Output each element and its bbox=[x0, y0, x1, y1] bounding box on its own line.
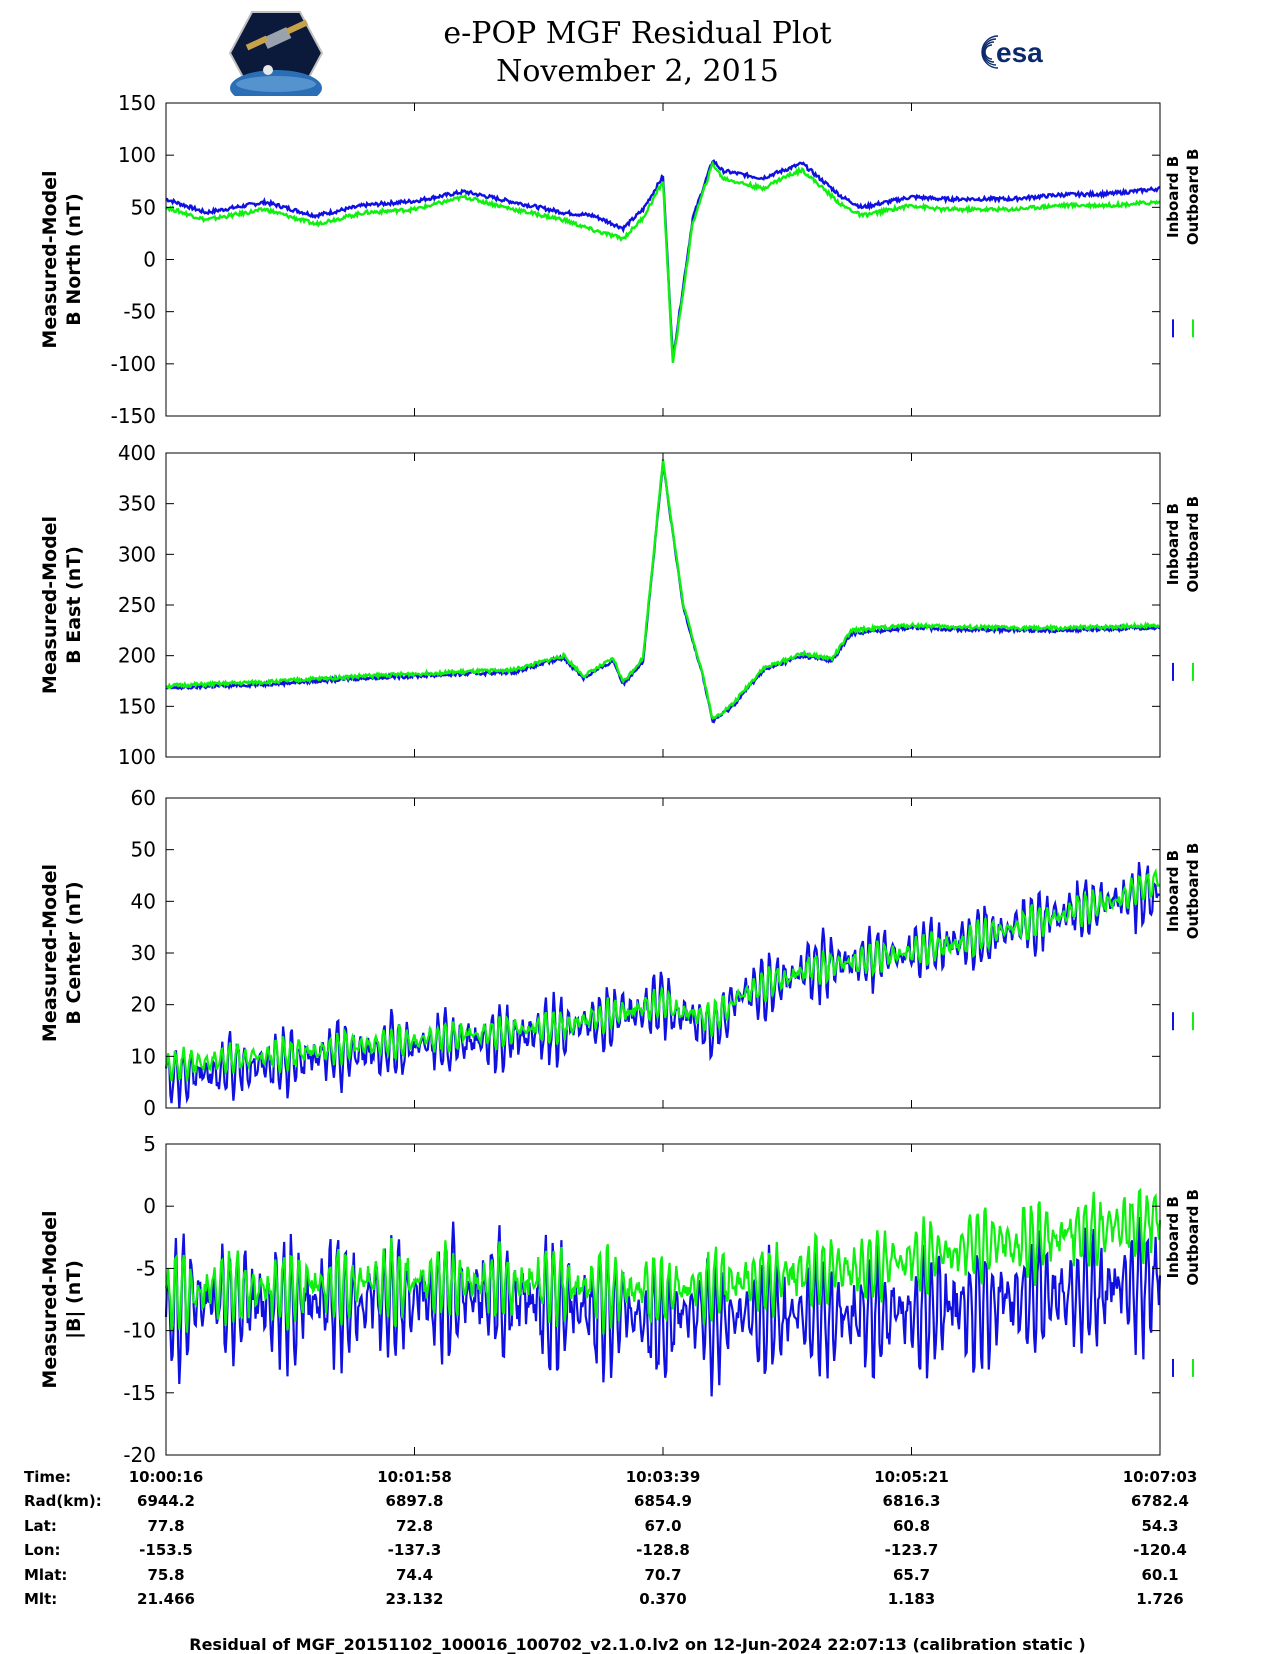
y-tick-label-0-0: -150 bbox=[111, 404, 156, 428]
y-tick-label-0-2: -50 bbox=[123, 300, 156, 324]
y-tick-label-0-3: 0 bbox=[143, 248, 156, 272]
info-row-label: Lat: bbox=[24, 1517, 57, 1535]
y-tick-label-2-5: 50 bbox=[131, 838, 156, 862]
info-cell: 67.0 bbox=[644, 1517, 682, 1535]
info-cell: 60.1 bbox=[1141, 1566, 1179, 1584]
y-tick-label-3-1: -15 bbox=[123, 1381, 156, 1405]
y-axis-label-line2-2: B Center (nT) bbox=[63, 881, 85, 1024]
plot-frame-0 bbox=[165, 102, 1161, 417]
y-tick-label-1-5: 350 bbox=[118, 492, 156, 516]
y-tick-label-0-5: 100 bbox=[118, 143, 156, 167]
plot-frame-1 bbox=[165, 452, 1161, 758]
info-cell: 54.3 bbox=[1141, 1517, 1179, 1535]
legend-label-inboard-0: Inboard B bbox=[1164, 156, 1182, 238]
y-tick-label-1-1: 150 bbox=[118, 694, 156, 718]
y-tick-label-3-0: -20 bbox=[123, 1443, 156, 1467]
info-cell: 6897.8 bbox=[385, 1492, 444, 1510]
info-cell: 74.4 bbox=[395, 1566, 434, 1584]
series-line-outboard-3 bbox=[164, 1187, 1162, 1335]
legend-label-inboard-3: Inboard B bbox=[1164, 1196, 1182, 1278]
y-tick-label-2-3: 30 bbox=[131, 941, 156, 965]
info-cell: 72.8 bbox=[395, 1517, 434, 1535]
y-tick-label-2-1: 10 bbox=[131, 1044, 156, 1068]
y-tick-label-1-0: 100 bbox=[118, 745, 156, 769]
info-cell: 1.183 bbox=[887, 1590, 936, 1608]
series-line-outboard-1 bbox=[165, 459, 1161, 720]
info-cell: 75.8 bbox=[147, 1566, 185, 1584]
series-line-outboard-0 bbox=[165, 160, 1161, 363]
esa-logo-text: esa bbox=[996, 37, 1043, 68]
info-cell: 21.466 bbox=[137, 1590, 195, 1608]
y-axis-label-line2-0: B North (nT) bbox=[63, 193, 85, 326]
y-tick-label-3-4: 0 bbox=[143, 1194, 156, 1218]
info-cell: 23.132 bbox=[385, 1590, 444, 1608]
info-cell: 70.7 bbox=[644, 1566, 682, 1584]
esa-logo: esa bbox=[981, 35, 1043, 69]
info-row-label: Lon: bbox=[24, 1541, 61, 1559]
page-subtitle-date: November 2, 2015 bbox=[496, 54, 779, 89]
y-tick-label-0-1: -100 bbox=[111, 352, 156, 376]
info-cell: -137.3 bbox=[387, 1541, 442, 1559]
legend-label-outboard-2: Outboard B bbox=[1184, 843, 1202, 940]
info-cell: -153.5 bbox=[139, 1541, 193, 1559]
y-tick-label-2-6: 60 bbox=[131, 786, 156, 810]
x-tick-label-time: 10:07:03 bbox=[1122, 1468, 1198, 1486]
y-tick-label-3-5: 5 bbox=[143, 1132, 156, 1156]
info-cell: -123.7 bbox=[884, 1541, 939, 1559]
info-cell: 77.8 bbox=[147, 1517, 185, 1535]
info-row-label: Mlt: bbox=[24, 1590, 58, 1608]
footer-caption: Residual of MGF_20151102_100016_100702_v… bbox=[189, 1635, 1086, 1654]
legend-label-inboard-2: Inboard B bbox=[1164, 850, 1182, 932]
info-cell: 60.8 bbox=[892, 1517, 931, 1535]
cassiope-logo bbox=[228, 11, 324, 96]
x-tick-label-time: 10:03:39 bbox=[625, 1468, 701, 1486]
y-axis-label-line1-0: Measured-Model bbox=[39, 170, 61, 348]
x-tick-label-time: 10:05:21 bbox=[874, 1468, 949, 1486]
info-cell: -128.8 bbox=[636, 1541, 690, 1559]
y-tick-label-1-4: 300 bbox=[118, 542, 156, 566]
info-cell: 1.726 bbox=[1136, 1590, 1184, 1608]
info-cell: 6854.9 bbox=[634, 1492, 692, 1510]
y-axis-label-line1-3: Measured-Model bbox=[39, 1210, 61, 1388]
y-tick-label-1-3: 250 bbox=[118, 593, 156, 617]
info-cell: 6944.2 bbox=[137, 1492, 195, 1510]
y-axis-label-line1-2: Measured-Model bbox=[39, 864, 61, 1042]
series-line-inboard-0 bbox=[165, 159, 1161, 358]
info-row-label: Mlat: bbox=[24, 1566, 68, 1584]
y-tick-label-2-2: 20 bbox=[131, 993, 156, 1017]
series-line-inboard-1 bbox=[165, 462, 1161, 724]
legend-label-outboard-1: Outboard B bbox=[1184, 496, 1202, 593]
series-line-outboard-2 bbox=[164, 867, 1161, 1082]
y-tick-label-2-0: 0 bbox=[143, 1096, 156, 1120]
info-cell: 6782.4 bbox=[1131, 1492, 1189, 1510]
legend-label-outboard-0: Outboard B bbox=[1184, 149, 1202, 246]
info-cell: 0.370 bbox=[639, 1590, 687, 1608]
info-row-label: Rad(km): bbox=[24, 1492, 102, 1510]
legend-label-outboard-3: Outboard B bbox=[1184, 1189, 1202, 1286]
info-row-label: Time: bbox=[24, 1468, 72, 1486]
x-tick-label-time: 10:01:58 bbox=[377, 1468, 452, 1486]
x-tick-label-time: 10:00:16 bbox=[128, 1468, 204, 1486]
series-line-inboard-2 bbox=[164, 861, 1161, 1109]
info-cell: 6816.3 bbox=[882, 1492, 941, 1510]
y-axis-label-line2-1: B East (nT) bbox=[63, 546, 85, 664]
y-tick-label-3-2: -10 bbox=[123, 1319, 156, 1343]
y-tick-label-0-6: 150 bbox=[118, 91, 156, 115]
y-tick-label-1-2: 200 bbox=[118, 644, 156, 668]
y-axis-label-line1-1: Measured-Model bbox=[39, 516, 61, 694]
series-line-inboard-3 bbox=[164, 1216, 1162, 1397]
y-tick-label-1-6: 400 bbox=[118, 441, 156, 465]
page-title: e-POP MGF Residual Plot bbox=[443, 16, 832, 51]
y-tick-label-3-3: -5 bbox=[136, 1256, 156, 1280]
legend-label-inboard-1: Inboard B bbox=[1164, 503, 1182, 585]
info-cell: -120.4 bbox=[1133, 1541, 1187, 1559]
y-tick-label-2-4: 40 bbox=[131, 889, 156, 913]
info-cell: 65.7 bbox=[892, 1566, 931, 1584]
y-axis-label-line2-3: |B| (nT) bbox=[63, 1260, 85, 1339]
y-tick-label-0-4: 50 bbox=[131, 195, 156, 219]
